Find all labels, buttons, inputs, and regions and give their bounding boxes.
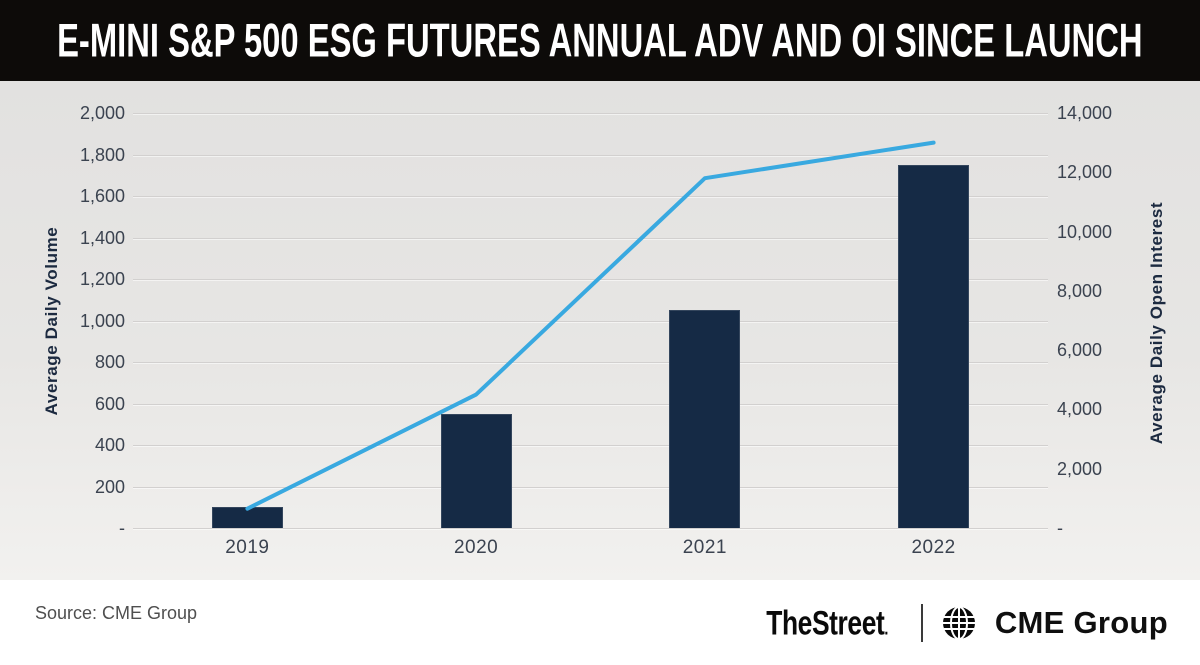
right-axis-tick: 6,000 [1057,340,1103,361]
right-axis-tick: 2,000 [1057,458,1103,479]
oi-line [245,140,936,511]
left-axis-tick: 1,600 [79,186,125,206]
gridline [133,279,1048,280]
gridline [133,196,1048,197]
bar-2020 [440,413,512,528]
gridline [133,486,1048,488]
gridline [133,445,1048,446]
gridline [133,528,1048,529]
right-axis-tick: 12,000 [1057,162,1113,183]
right-axis-tick: - [1057,518,1063,538]
x-axis-labels: 2019 2020 2021 2022 [133,537,1048,567]
plot-area [133,113,1048,529]
left-axis-tick: 800 [94,352,125,372]
chart-area: Average Daily Volume Average Daily Open … [0,81,1200,580]
brand-logos: TheStreet. CME Group [751,603,1168,643]
gridline [133,154,1048,156]
source-text: Source: CME Group [35,603,198,623]
open-interest-line-chart [245,140,936,511]
right-axis-tick: 8,000 [1057,280,1103,301]
gridline [133,403,1048,405]
bar-2021 [669,310,741,528]
cme-group-wordmark: CME Group [994,604,1168,640]
footer: Source: CME Group TheStreet. CME Group [0,580,1200,665]
right-axis-tick: 14,000 [1057,103,1113,123]
left-axis-tick: 1,800 [79,144,125,165]
gridline [133,362,1048,363]
gridline [133,113,1048,114]
chart-title: E-MINI S&P 500 ESG FUTURES ANNUAL ADV AN… [57,13,1143,67]
globe-icon [942,605,975,640]
left-axis-tick: 400 [94,435,125,455]
left-axis-tick: 2,000 [79,103,125,123]
thestreet-wordmark: TheStreet [765,602,885,642]
title-banner: E-MINI S&P 500 ESG FUTURES ANNUAL ADV AN… [0,0,1200,81]
left-axis-tick: 200 [94,476,125,497]
left-axis-tick: 1,400 [79,227,125,248]
left-axis-tick: 1,000 [79,310,125,331]
left-axis-tick: 1,200 [79,269,125,289]
gridline [133,320,1048,322]
left-axis-tick: 600 [94,393,125,414]
gridline [133,237,1048,239]
right-axis-ticks: 14,000 12,000 10,000 8,000 6,000 4,000 2,000 - [1057,103,1167,538]
left-axis-tick: - [119,518,125,538]
x-label-2019: 2019 [225,537,270,558]
right-axis-tick: 10,000 [1057,221,1113,242]
thestreet-logo: TheStreet. [766,603,888,643]
x-label-2020: 2020 [453,537,499,558]
logo-divider [920,603,923,642]
x-label-2021: 2021 [682,537,728,558]
thestreet-period: . [883,617,888,639]
x-label-2022: 2022 [911,537,956,558]
left-axis-ticks: 2,000 1,800 1,600 1,400 1,200 1,000 800 600 400 2… [0,103,125,538]
bar-2022 [898,164,970,528]
right-axis-tick: 4,000 [1057,399,1103,420]
